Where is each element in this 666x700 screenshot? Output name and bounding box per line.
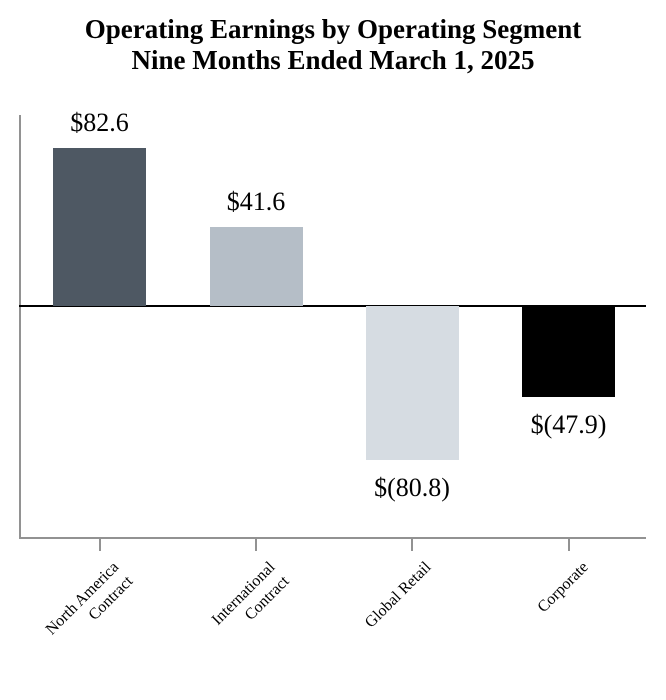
value-label-global-retail: $(80.8) <box>374 473 450 502</box>
x-tick-global-retail <box>411 539 413 551</box>
category-label-corporate: Corporate <box>533 558 592 617</box>
category-label-global-retail: Global Retail <box>361 558 436 633</box>
x-axis-line <box>19 537 646 539</box>
x-tick-corporate <box>567 539 570 551</box>
chart-title-line2: Nine Months Ended March 1, 2025 <box>131 45 535 75</box>
y-axis-line <box>19 115 21 539</box>
bar-international-contract <box>209 227 303 306</box>
category-label-international-contract: International Contract <box>208 558 294 644</box>
category-label-north-america-contract: North America Contract <box>42 558 138 654</box>
category-label-line: Corporate <box>533 558 592 616</box>
category-label-line: Global Retail <box>362 558 435 632</box>
value-label-corporate: $(47.9) <box>530 410 607 439</box>
bar-north-america-contract <box>53 148 146 306</box>
value-label-north-america-contract: $82.6 <box>70 108 129 137</box>
bar-corporate <box>522 306 615 397</box>
chart-title-line1: Operating Earnings by Operating Segment <box>84 14 582 44</box>
chart-title: Operating Earnings by Operating Segment … <box>0 14 666 76</box>
x-tick-international-contract <box>255 539 257 551</box>
x-tick-north-america-contract <box>98 539 101 551</box>
bar-global-retail <box>365 306 459 460</box>
value-label-international-contract: $41.6 <box>226 187 286 216</box>
zero-baseline <box>19 305 646 307</box>
